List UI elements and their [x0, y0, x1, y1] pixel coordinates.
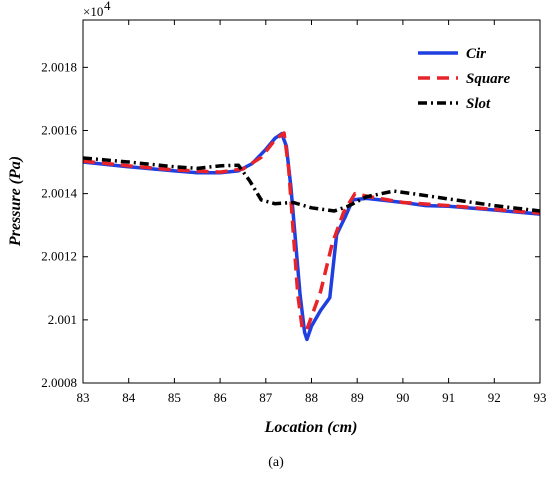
y-tick-label: 2.0012 — [41, 249, 77, 264]
y-tick-label: 2.0016 — [41, 122, 77, 137]
legend-label-cir: Cir — [466, 46, 486, 62]
x-tick-label: 86 — [214, 390, 228, 405]
x-tick-label: 88 — [305, 390, 318, 405]
x-tick-label: 93 — [534, 390, 547, 405]
series-line-slot — [82, 156, 541, 213]
y-axis-title: Pressure (Pa) — [7, 156, 24, 247]
series-layer — [82, 131, 541, 342]
exponent-power: 4 — [104, 0, 111, 13]
legend-label-square: Square — [466, 71, 511, 87]
x-axis-ticks: 83 84 85 86 87 88 89 90 91 92 93 — [77, 20, 547, 405]
legend-label-slot: Slot — [466, 96, 491, 112]
x-axis-title: Location (cm) — [264, 419, 358, 436]
y-tick-label: 2.0018 — [41, 59, 77, 74]
x-tick-label: 84 — [122, 390, 136, 405]
x-tick-label: 91 — [442, 390, 455, 405]
series-line-square — [82, 131, 541, 332]
y-tick-label: 2.0008 — [41, 375, 77, 390]
x-tick-label: 92 — [488, 390, 501, 405]
x-tick-label: 89 — [351, 390, 364, 405]
y-tick-label: 2.0014 — [41, 186, 77, 201]
x-tick-label: 85 — [168, 390, 181, 405]
y-axis-ticks: 2.0008 2.001 2.0012 2.0014 2.0016 2.0018 — [41, 59, 540, 390]
x-tick-label: 87 — [259, 390, 273, 405]
x-tick-label: 90 — [396, 390, 409, 405]
figure-caption: (a) — [268, 455, 284, 470]
exponent-label: ×10 — [83, 4, 103, 19]
x-tick-label: 83 — [77, 390, 90, 405]
legend: Cir Square Slot — [412, 36, 528, 118]
y-tick-label: 2.001 — [48, 312, 77, 327]
